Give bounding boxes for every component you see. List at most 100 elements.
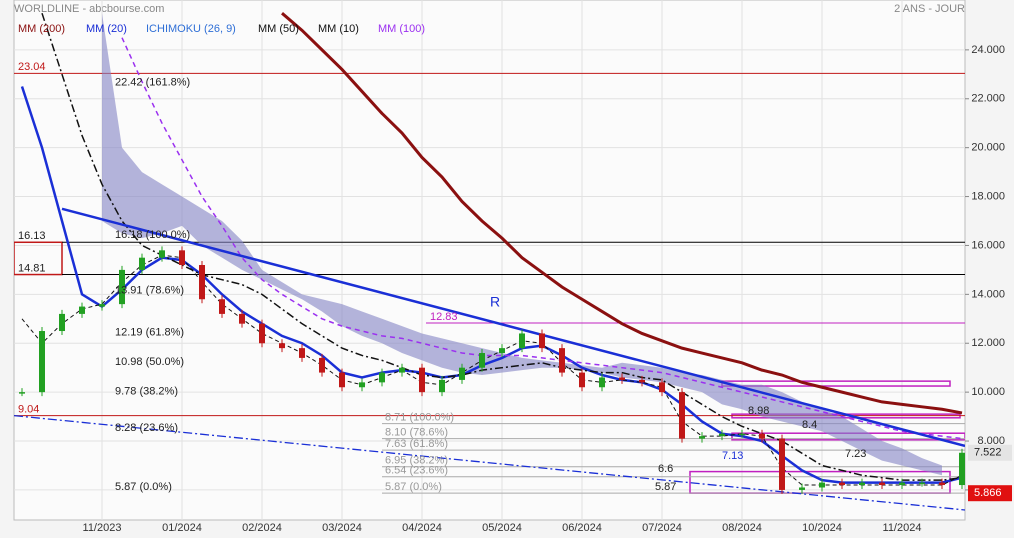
x-tick-label: 11/2024 xyxy=(883,522,922,534)
trendline xyxy=(14,414,965,511)
candle-body xyxy=(319,357,325,373)
candle-body xyxy=(699,436,705,439)
y-tick-label: 10.000 xyxy=(971,386,1005,398)
last-value-label: 7.522 xyxy=(974,447,1002,459)
annotation: 5.87 (0.0%) xyxy=(385,481,442,493)
candle-body xyxy=(519,333,525,349)
moving-average xyxy=(20,86,963,484)
candle-body xyxy=(499,348,505,354)
x-tick-label: 02/2024 xyxy=(242,522,282,534)
legend-entry: ICHIMOKU (26, 9) xyxy=(146,23,236,35)
annotation: 10.98 (50.0%) xyxy=(115,356,184,368)
candle-body xyxy=(339,372,345,388)
candle-body xyxy=(379,372,385,383)
candle-body xyxy=(259,323,265,344)
candle-body xyxy=(799,487,805,490)
annotation: 9.78 (38.2%) xyxy=(115,385,178,397)
y-tick-label: 8.000 xyxy=(977,435,1005,447)
legend-entry: MM (200) xyxy=(18,23,65,35)
chart-subtitle: 2 ANS - JOUR xyxy=(894,3,965,15)
annotation: 7.23 xyxy=(845,448,866,460)
candle-body xyxy=(459,367,465,380)
annotation: 12.83 xyxy=(430,311,458,323)
candle-body xyxy=(619,377,625,380)
candle-body xyxy=(579,372,585,388)
candle-body xyxy=(779,438,785,490)
candle-body xyxy=(199,265,205,300)
annotation: 7.13 xyxy=(722,450,743,462)
chart-title: WORLDLINE - abcbourse.com xyxy=(14,3,164,15)
candle-body xyxy=(299,348,305,358)
annotation: 6.95 (38.2%) xyxy=(385,455,448,467)
candle-body xyxy=(59,313,65,332)
last-value-tag xyxy=(968,485,1012,502)
last-value-tag xyxy=(968,444,1012,461)
moving-average xyxy=(41,12,963,481)
candle-body xyxy=(559,348,565,373)
candle-body xyxy=(839,482,845,486)
candle-body xyxy=(439,379,445,393)
y-tick-label: 20.000 xyxy=(971,142,1005,154)
candle-body xyxy=(639,379,645,383)
x-tick-label: 08/2024 xyxy=(722,522,762,534)
legend-entry: MM (20) xyxy=(86,23,127,35)
y-tick-label: 14.000 xyxy=(971,288,1005,300)
candle-body xyxy=(479,353,485,368)
annotation: 16.18 (100.0%) xyxy=(115,229,190,241)
candle-body xyxy=(99,304,105,307)
legend-entry: MM (10) xyxy=(318,23,359,35)
resistance-label: R xyxy=(490,294,500,310)
candle-body xyxy=(939,482,945,486)
candle-body xyxy=(399,367,405,373)
candle-body xyxy=(119,269,125,305)
candle-body xyxy=(19,392,25,394)
annotation: 13.91 (78.6%) xyxy=(115,284,184,296)
y-tick-label: 22.000 xyxy=(971,93,1005,105)
annotation: 8.4 xyxy=(802,419,817,431)
candle-body xyxy=(79,306,85,314)
candle-body xyxy=(219,299,225,314)
candle-body xyxy=(899,482,905,486)
y-tick-label: 12.000 xyxy=(971,337,1005,349)
annotation: 12.19 (61.8%) xyxy=(115,327,184,339)
candle-body xyxy=(39,331,45,393)
x-tick-label: 11/2023 xyxy=(83,522,122,534)
moving-average xyxy=(121,37,963,440)
candle-body xyxy=(679,392,685,439)
annotation: 8.28 (23.6%) xyxy=(115,422,178,434)
x-tick-label: 06/2024 xyxy=(562,522,602,534)
annotation: 23.04 xyxy=(18,61,46,73)
candle-body xyxy=(959,452,965,486)
annotation: 22.42 (161.8%) xyxy=(115,76,190,88)
y-tick-label: 18.000 xyxy=(971,190,1005,202)
candle-body xyxy=(759,433,765,439)
y-tick-label: 16.000 xyxy=(971,239,1005,251)
trendline xyxy=(61,207,965,448)
zone xyxy=(14,241,63,276)
x-tick-label: 04/2024 xyxy=(402,522,442,534)
annotation: 8.98 xyxy=(748,405,769,417)
candle-body xyxy=(819,482,825,488)
candle-body xyxy=(359,382,365,388)
candle-body xyxy=(279,343,285,349)
candle-body xyxy=(719,433,725,437)
moving-average xyxy=(281,12,963,415)
annotation: 8.10 (78.6%) xyxy=(385,426,448,438)
x-tick-label: 10/2024 xyxy=(802,522,842,534)
candle-body xyxy=(239,313,245,324)
candle-body xyxy=(419,367,425,393)
candle-body xyxy=(919,482,925,485)
x-tick-label: 07/2024 xyxy=(642,522,682,534)
candle-body xyxy=(659,382,665,393)
ichimoku-cloud xyxy=(102,13,942,476)
x-tick-label: 01/2024 xyxy=(162,522,202,534)
last-value-label: 5.866 xyxy=(974,487,1002,499)
candle-body xyxy=(179,250,185,266)
annotation: 7.63 (61.8%) xyxy=(385,438,448,450)
annotation: 6.6 xyxy=(658,463,673,475)
annotation: 14.81 xyxy=(18,262,46,274)
x-tick-label: 03/2024 xyxy=(322,522,362,534)
candle-body xyxy=(139,257,145,270)
candle-body xyxy=(739,433,745,436)
